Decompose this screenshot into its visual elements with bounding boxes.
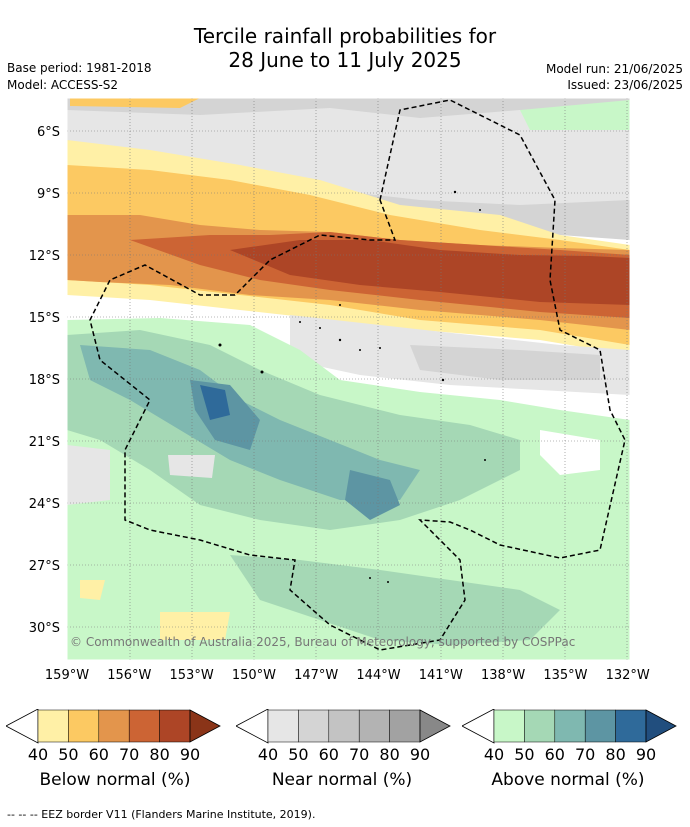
map-frame: [66, 97, 631, 661]
lat-tick-label: 21°S: [29, 435, 60, 450]
below-colorbar-tick: 40: [27, 745, 49, 764]
lon-tick-label: 153°W: [170, 668, 214, 683]
below-normal-lower-arrow: [6, 709, 39, 744]
above-colorbar-bin: [615, 709, 647, 743]
near-colorbar-tick: 60: [318, 745, 339, 764]
above-normal-lower-arrow: [462, 709, 495, 744]
lon-tick-label: 150°W: [232, 668, 276, 683]
eez-border: [89, 99, 626, 651]
near-normal-title: Near normal (%): [271, 770, 413, 790]
near-normal-lower-arrow: [236, 709, 269, 744]
near-colorbar-tick: 70: [349, 745, 370, 764]
map-title-line1: Tercile rainfall probabilities for: [193, 24, 497, 48]
lon-tick-label: 156°W: [107, 668, 151, 683]
latitude-axis: 6°S 9°S 12°S 15°S 18°S 21°S 24°S 27°S 30°S: [29, 125, 60, 636]
issued-date: Issued: 23/06/2025: [567, 78, 683, 92]
below-colorbar-bin: [68, 709, 100, 743]
lat-tick-label: 9°S: [37, 187, 60, 202]
lon-tick-label: 132°W: [606, 668, 650, 683]
near-colorbar-bin: [328, 709, 360, 743]
near-colorbar-tick: 40: [257, 745, 279, 764]
base-period: Base period: 1981-2018: [7, 61, 152, 75]
above-colorbar-tick: 60: [544, 745, 565, 764]
above-colorbar-bin: [554, 709, 586, 743]
lat-tick-label: 12°S: [29, 249, 60, 264]
below-colorbar-upper-arrow: [189, 709, 221, 743]
graticule: [67, 98, 630, 660]
islands: [218, 190, 486, 583]
below-colorbar-tick: 70: [119, 745, 140, 764]
eez-legend-note: -- -- -- EEZ border V11 (Flanders Marine…: [7, 808, 316, 821]
below-colorbar-tick: 90: [179, 745, 201, 764]
above-colorbar-tick: 80: [605, 745, 626, 764]
above-colorbar-tick: 40: [483, 745, 505, 764]
below-colorbar-bin: [98, 709, 130, 743]
near-normal-colorbar: [236, 709, 451, 744]
lat-tick-label: 18°S: [29, 373, 60, 388]
near-colorbar-upper-arrow: [419, 709, 451, 743]
lon-tick-label: 138°W: [481, 668, 525, 683]
lon-tick-label: 141°W: [419, 668, 463, 683]
above-colorbar-bin: [493, 709, 525, 743]
near-colorbar-bin: [389, 709, 421, 743]
lon-tick-label: 144°W: [356, 668, 400, 683]
above-colorbar-upper-arrow: [645, 709, 677, 743]
above-normal-colorbar: [462, 709, 677, 744]
lat-tick-label: 6°S: [37, 125, 60, 140]
lon-tick-label: 147°W: [294, 668, 338, 683]
below-colorbar-tick: 50: [58, 745, 79, 764]
lon-tick-label: 159°W: [45, 668, 89, 683]
model-name: Model: ACCESS-S2: [7, 78, 119, 92]
below-colorbar-tick: 60: [88, 745, 109, 764]
below-normal-title: Below normal (%): [39, 770, 191, 790]
below-colorbar-tick: 80: [149, 745, 170, 764]
lat-tick-label: 15°S: [29, 311, 60, 326]
near-colorbar-bin: [298, 709, 330, 743]
below-normal-colorbar: [6, 709, 221, 744]
below-colorbar-bin: [37, 709, 69, 743]
lat-tick-label: 30°S: [29, 621, 60, 636]
above-colorbar-tick: 50: [514, 745, 535, 764]
above-colorbar-tick: 90: [635, 745, 657, 764]
lon-tick-label: 135°W: [543, 668, 587, 683]
map-title-line2: 28 June to 11 July 2025: [228, 48, 462, 72]
near-colorbar-tick: 80: [379, 745, 400, 764]
near-colorbar-tick: 90: [409, 745, 431, 764]
above-colorbar-tick: 70: [575, 745, 596, 764]
near-colorbar-bin: [358, 709, 390, 743]
lat-tick-label: 27°S: [29, 559, 60, 574]
below-colorbar-bin: [128, 709, 160, 743]
lat-tick-label: 24°S: [29, 497, 60, 512]
map-field: [67, 98, 630, 660]
above-colorbar-bin: [524, 709, 556, 743]
copyright-notice: © Commonwealth of Australia 2025, Bureau…: [70, 635, 576, 649]
longitude-axis: 159°W 156°W 153°W 150°W 147°W 144°W 141°W 138°W…: [45, 668, 650, 683]
near-colorbar-tick: 50: [288, 745, 309, 764]
model-run: Model run: 21/06/2025: [545, 62, 683, 76]
near-colorbar-bin: [267, 709, 299, 743]
rainfall-map: 6°S 9°S 12°S 15°S 18°S 21°S 24°S 27°S 30°S 159°W…: [29, 97, 650, 683]
above-normal-title: Above normal (%): [491, 770, 645, 790]
above-colorbar-bin: [584, 709, 616, 743]
below-colorbar-bin: [159, 709, 191, 743]
